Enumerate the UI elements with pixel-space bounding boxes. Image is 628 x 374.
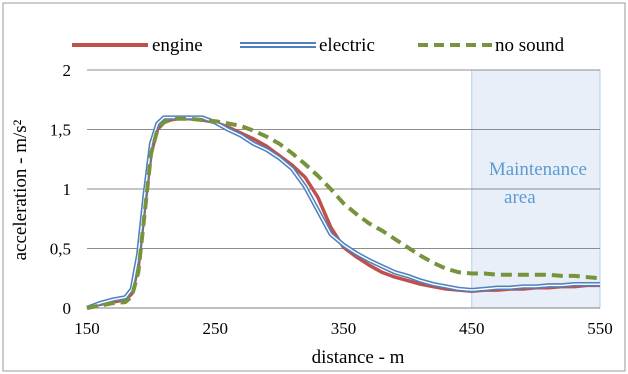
- x-tick-label: 350: [331, 319, 357, 338]
- y-tick-label: 2: [63, 61, 72, 80]
- legend-item-electric: electric: [240, 35, 375, 56]
- y-tick-label: 1: [63, 180, 72, 199]
- maintenance-area-label: Maintenance: [489, 159, 587, 180]
- legend-label-no-sound: no sound: [495, 35, 565, 56]
- y-tick-label: 0: [63, 299, 72, 318]
- x-tick-label: 450: [459, 319, 485, 338]
- x-tick-label: 550: [587, 319, 613, 338]
- x-tick-label: 250: [203, 319, 229, 338]
- series-layer: [86, 115, 601, 311]
- maintenance-area-label-line2: area: [504, 187, 536, 208]
- y-tick-label: 1,5: [50, 121, 71, 140]
- y-axis-title: acceleration - m/s²: [10, 119, 31, 260]
- legend-item-no-sound: no sound: [418, 35, 565, 56]
- x-tick-labels: 150 250 350 450 550: [74, 319, 613, 338]
- x-tick-label: 150: [74, 319, 100, 338]
- legend-label-engine: engine: [152, 35, 203, 56]
- y-tick-labels: 0 0,5 1 1,5 2: [50, 61, 71, 318]
- series-line-electric-inner: [86, 116, 600, 309]
- y-tick-label: 0,5: [50, 240, 71, 259]
- series-line-no-sound: [86, 116, 601, 310]
- legend: engine electric no sound: [72, 35, 565, 56]
- x-axis-title: distance - m: [312, 347, 405, 368]
- legend-label-electric: electric: [319, 35, 375, 56]
- legend-item-engine: engine: [72, 35, 203, 56]
